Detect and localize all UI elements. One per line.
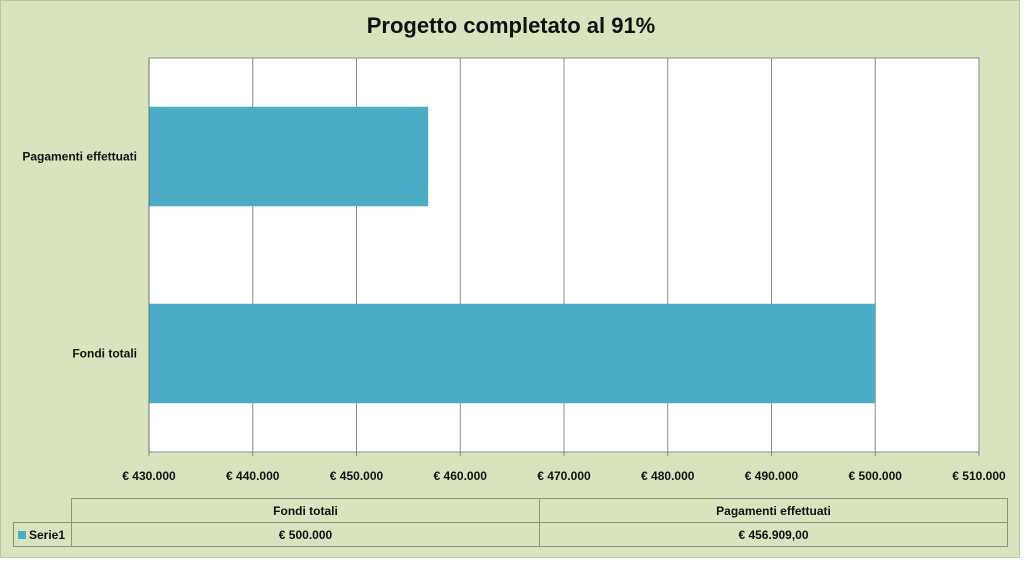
y-tick-label: Fondi totali — [72, 347, 137, 361]
x-tick-label: € 470.000 — [537, 469, 591, 483]
x-tick-label: € 430.000 — [122, 469, 176, 483]
bar — [149, 303, 876, 404]
chart-title: Progetto completato al 91% — [366, 13, 656, 38]
legend-key — [18, 531, 26, 540]
x-tick-label: € 490.000 — [745, 469, 799, 483]
data-table-cell: € 500.000 — [71, 522, 540, 547]
plot-area: € 430.000 € 440.000 € 450.000 € 460.000 € 47… — [22, 57, 1006, 483]
data-table-corner — [13, 498, 72, 523]
x-tick-label: € 480.000 — [641, 469, 695, 483]
legend-entry: Serie1 — [13, 522, 72, 547]
x-tick-label: € 450.000 — [330, 469, 384, 483]
data-table-cell: € 456.909,00 — [539, 522, 1008, 547]
data-table-header-row: Fondi totali Pagamenti effettuati — [13, 498, 1008, 523]
x-tick-label: € 510.000 — [952, 469, 1006, 483]
data-table-header: Pagamenti effettuati — [539, 498, 1008, 523]
data-table-row: Serie1 € 500.000 € 456.909,00 — [13, 522, 1008, 547]
x-tick-label: € 460.000 — [434, 469, 488, 483]
x-tick-label: € 440.000 — [226, 469, 280, 483]
x-tick-label: € 500.000 — [849, 469, 903, 483]
legend-label: Serie1 — [29, 527, 66, 542]
bar — [149, 106, 429, 207]
y-tick-label: Pagamenti effettuati — [22, 150, 137, 164]
data-table: Fondi totali Pagamenti effettuati Serie1… — [13, 498, 1008, 547]
data-table-header: Fondi totali — [71, 498, 540, 523]
